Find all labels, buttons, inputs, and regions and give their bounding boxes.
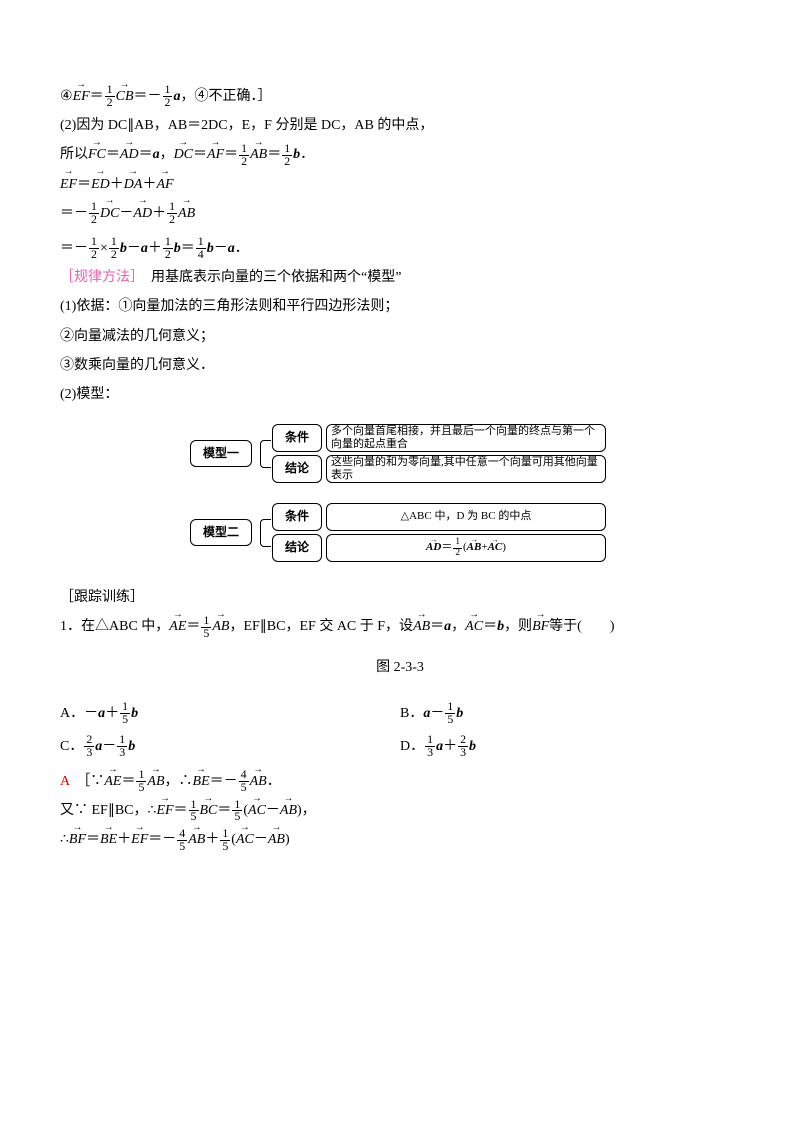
r2: ②向量减法的几何意义； xyxy=(60,324,740,349)
rule-title: ［规律方法］ xyxy=(60,270,137,285)
model-2: 模型二 条件 △ABC 中，D 为 BC 的中点 结论 AD＝12(AB+AC) xyxy=(190,500,610,565)
m2-concl-text: AD＝12(AB+AC) xyxy=(326,534,606,562)
m1-cond-tag: 条件 xyxy=(272,424,322,452)
m2-cond-tag: 条件 xyxy=(272,503,322,531)
m2-label: 模型二 xyxy=(190,519,252,547)
q1-mid: ，EF∥BC，EF 交 AC 于 F，设 xyxy=(229,619,413,634)
optD: D． xyxy=(400,739,424,754)
optC: C． xyxy=(60,739,83,754)
track-title: ［跟踪训练］ xyxy=(60,585,740,610)
fig-label: 图 2-3-3 xyxy=(60,655,740,680)
options: A．－a＋15b B．a－15b C．23a－13b D．13a＋23b xyxy=(60,697,740,763)
model-diagram: 模型一 条件 多个向量首尾相接，并且最后一个向量的终点与第一个向量的起点重合 结… xyxy=(190,421,610,565)
q1: 1．在△ABC 中，AE＝15AB，EF∥BC，EF 交 AC 于 F，设AB＝… xyxy=(60,614,740,639)
m1-cond-text: 多个向量首尾相接，并且最后一个向量的终点与第一个向量的起点重合 xyxy=(326,424,606,452)
m2-concl-tag: 结论 xyxy=(272,534,322,562)
line-4: ④EF＝12CB＝－12a，④不正确．］ xyxy=(60,84,740,109)
m1-concl-tag: 结论 xyxy=(272,455,322,483)
line-ef-result: ＝－12×12b－a＋12b＝14b－a． xyxy=(60,236,740,261)
rule-body: 用基底表示向量的三个依据和两个“模型” xyxy=(151,270,401,285)
p3-prefix: 所以 xyxy=(60,147,88,162)
rule-line: ［规律方法］ 用基底表示向量的三个依据和两个“模型” xyxy=(60,265,740,290)
q1-end: 等于( ) xyxy=(549,619,614,634)
opt-a: A．－a＋15b xyxy=(60,701,400,726)
answer: A xyxy=(60,774,69,789)
opt-c: C．23a－13b xyxy=(60,734,400,759)
line-ef-sum: EF＝ED＋DA＋AF xyxy=(60,172,740,197)
r3: ③数乘向量的几何意义． xyxy=(60,353,740,378)
m1-concl-text: 这些向量的和为零向量,其中任意一个向量可用其他向量表示 xyxy=(326,455,606,483)
opt-d: D．13a＋23b xyxy=(400,734,740,759)
model-1: 模型一 条件 多个向量首尾相接，并且最后一个向量的终点与第一个向量的起点重合 结… xyxy=(190,421,610,486)
line-p2: (2)因为 DC∥AB，AB＝2DC，E，F 分别是 DC，AB 的中点， xyxy=(60,113,740,138)
line-4-suffix: ，④不正确．］ xyxy=(180,89,271,104)
r1: (1)依据：①向量加法的三角形法则和平行四边形法则； xyxy=(60,294,740,319)
opt-b: B．a－15b xyxy=(400,701,740,726)
sol-2: 又∵ EF∥BC，∴EF＝15BC＝15(AC－AB)， xyxy=(60,798,740,823)
m2-cond-text: △ABC 中，D 为 BC 的中点 xyxy=(326,503,606,531)
sol-3: ∴BF＝BE＋EF＝－45AB＋15(AC－AB) xyxy=(60,827,740,852)
q1-pre: 1．在△ABC 中， xyxy=(60,619,169,634)
line-ef-expand: ＝－12DC－AD＋12AB xyxy=(60,201,740,226)
optA: A． xyxy=(60,706,84,721)
m1-label: 模型一 xyxy=(190,440,252,468)
r4: (2)模型： xyxy=(60,382,740,407)
sol-mid: 又∵ EF∥BC， xyxy=(60,803,148,818)
optB: B． xyxy=(400,706,423,721)
